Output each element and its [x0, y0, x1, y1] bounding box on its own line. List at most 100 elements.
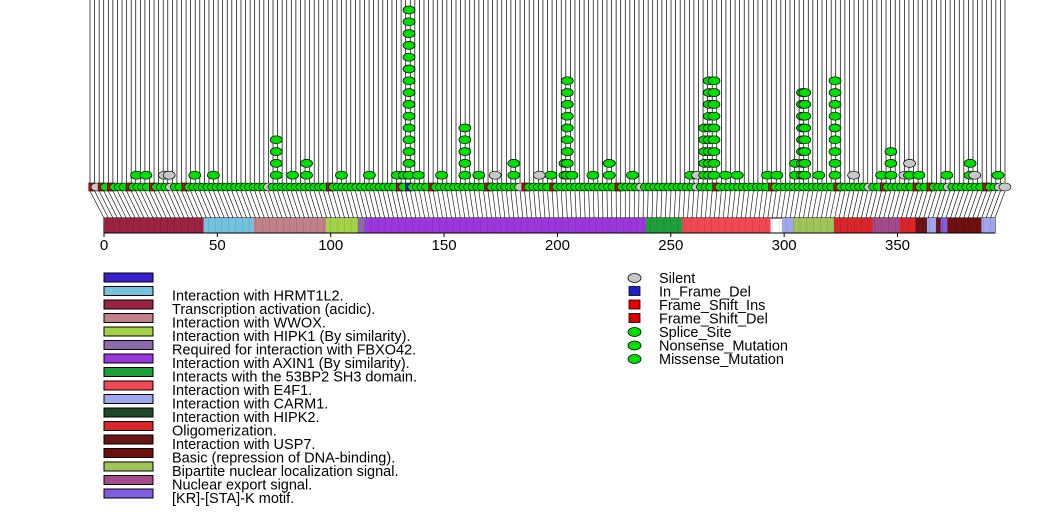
mapping-line: [387, 190, 394, 219]
mapping-line: [309, 190, 319, 219]
mapping-line: [843, 190, 850, 219]
legend-swatch: [103, 448, 154, 458]
mapping-line: [524, 190, 528, 219]
mapping-line: [718, 190, 722, 219]
mapping-line: [954, 190, 965, 219]
legend-mutation-label: Frame_Shift_Ins: [659, 298, 765, 314]
axis-tick-label: 300: [772, 237, 797, 254]
mapping-line: [341, 190, 350, 219]
mutation-marker: [798, 88, 812, 97]
mapping-line: [474, 190, 479, 219]
mutation-marker: [162, 170, 176, 180]
legend-mutation-label: Frame_Shift_Del: [659, 312, 768, 328]
mapping-line: [825, 190, 832, 219]
legend-swatch: [103, 299, 154, 310]
mutation-marker: [402, 41, 416, 50]
mutation-marker: [269, 147, 283, 156]
mapping-line: [158, 190, 172, 219]
mapping-line: [149, 190, 163, 219]
mutation-marker: [402, 135, 416, 145]
mapping-line: [217, 190, 230, 219]
mapping-line: [391, 190, 399, 219]
legend-swatch: [103, 380, 154, 391]
mutation-marker: [707, 111, 721, 121]
mapping-line: [332, 190, 341, 219]
mapping-line: [673, 190, 676, 219]
mutation-marker: [968, 170, 982, 180]
mapping-line: [829, 190, 837, 219]
mapping-line: [570, 190, 573, 219]
mapping-line: [887, 190, 896, 219]
mutation-marker: [458, 135, 472, 145]
mapping-line: [190, 190, 203, 219]
mapping-line: [994, 190, 1006, 219]
legend-mutation-label: Splice_Site: [659, 325, 732, 341]
legend-swatch: [103, 367, 154, 377]
mapping-line: [794, 190, 800, 219]
mapping-line: [455, 190, 461, 219]
mutation-marker: [828, 111, 842, 121]
mapping-line: [758, 190, 763, 219]
mapping-line: [469, 190, 475, 219]
mapping-line: [405, 190, 412, 219]
mapping-line: [798, 190, 804, 219]
mapping-line: [789, 190, 795, 219]
mapping-line: [771, 190, 777, 219]
mapping-line: [409, 190, 417, 219]
position-mapping-lines: [89, 190, 1006, 219]
mapping-line: [722, 190, 727, 219]
mapping-line: [656, 190, 658, 219]
mutation-marker: [602, 170, 616, 180]
mutation-marker: [139, 170, 153, 180]
mapping-line: [345, 190, 354, 219]
mapping-line: [745, 190, 750, 219]
legend-mutation-symbol: [628, 286, 641, 296]
domain-segment: [326, 218, 361, 233]
mapping-line: [856, 190, 864, 219]
mutation-baseline: [88, 182, 1012, 192]
domain-segment: [645, 218, 685, 233]
mapping-line: [515, 190, 519, 219]
mutation-marker: [884, 147, 898, 156]
legend-mutation-symbol: [628, 299, 641, 310]
mapping-line: [336, 190, 345, 219]
mutation-marker: [472, 170, 486, 180]
mapping-line: [204, 190, 216, 219]
mapping-line: [510, 190, 515, 219]
legend-label: Basic (repression of DNA-binding).: [172, 451, 395, 467]
mutation-marker: [560, 76, 574, 86]
mapping-line: [687, 190, 690, 219]
mutation-marker: [286, 170, 299, 180]
mapping-line: [245, 190, 256, 219]
mutation-marker: [300, 159, 313, 168]
mapping-line: [496, 190, 501, 219]
legend-label: Oligomerization.: [172, 424, 277, 440]
axis-tick-label: 50: [209, 237, 226, 254]
mapping-line: [112, 190, 127, 219]
mapping-line: [547, 190, 550, 219]
mapping-line: [560, 190, 564, 219]
mutation-marker: [847, 170, 861, 180]
mapping-line: [272, 190, 283, 219]
mutation-marker: [798, 159, 812, 168]
mutation-marker: [411, 170, 425, 180]
mutation-marker: [828, 147, 842, 156]
mutation-marker: [903, 159, 916, 168]
mutation-marker: [707, 100, 721, 109]
mapping-line: [144, 190, 158, 219]
mutation-marker: [707, 88, 721, 97]
mapping-line: [905, 190, 914, 219]
mapping-line: [167, 190, 181, 219]
mutation-marker: [707, 135, 721, 145]
legend-label: [KR]-[STA]-K motif.: [172, 491, 294, 507]
mutation-marker: [828, 123, 842, 133]
mutation-marker: [707, 147, 721, 156]
legend-swatch: [103, 475, 154, 485]
legend-label: Required for interaction with FBXO42.: [172, 343, 416, 359]
mutation-marker: [507, 159, 521, 168]
mutation-marker: [458, 123, 472, 133]
legend-label: Interacts with the 53BP2 SH3 domain.: [172, 370, 417, 386]
mapping-line: [941, 190, 951, 219]
mapping-line: [579, 190, 581, 219]
